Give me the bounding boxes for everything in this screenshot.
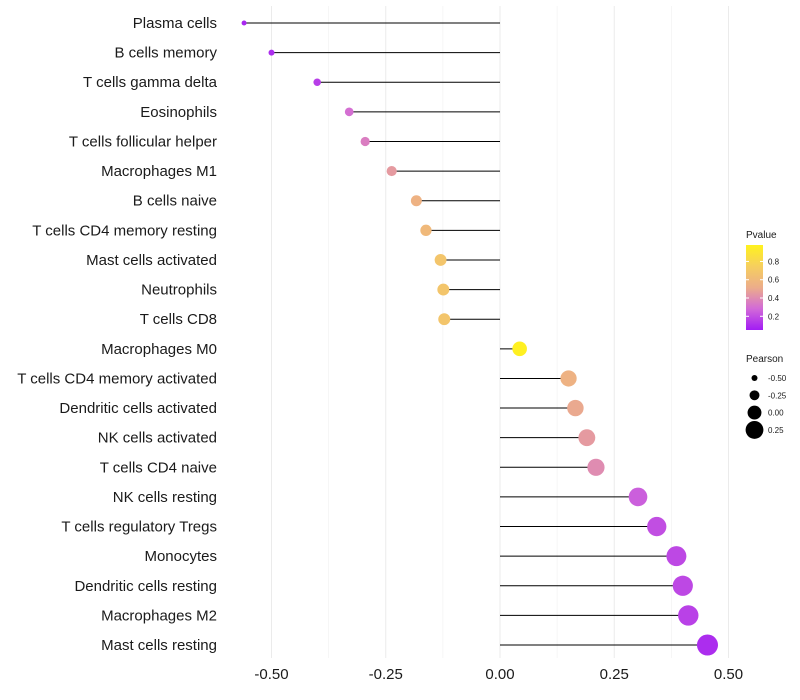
category-label: Macrophages M0 [101,341,217,358]
category-label: Dendritic cells resting [74,578,217,595]
pearson-legend-dot [745,420,764,439]
pearson-legend-label: -0.25 [768,391,787,400]
category-label: Monocytes [144,548,217,565]
category-label: Mast cells resting [101,637,217,654]
data-point [434,254,447,266]
category-label: T cells CD8 [140,311,217,328]
data-point [672,575,693,596]
data-point [268,49,275,56]
data-point [647,516,667,537]
pearson-legend-dot [749,390,760,401]
category-label: NK cells resting [113,489,217,506]
data-point [578,429,596,447]
category-label: NK cells activated [98,430,217,447]
pearson-legend-dot [751,375,758,381]
x-tick-label: 0.50 [714,666,743,683]
x-tick-label: -0.25 [369,666,403,683]
category-label: Mast cells activated [86,252,217,269]
x-tick-label: -0.50 [254,666,288,683]
data-point [512,341,527,357]
pearson-legend-label: 0.00 [768,409,784,418]
pvalue-legend-title: Pvalue [746,230,777,241]
data-point [437,283,450,296]
data-point [313,78,321,87]
category-label: Dendritic cells activated [59,400,217,417]
pvalue-colorbar [746,245,763,330]
pearson-legend-dot [747,405,762,420]
x-axis: -0.50 -0.25 0.00 0.25 0.50 [254,666,743,683]
pvalue-legend-label: 0.2 [768,312,780,321]
pvalue-legend-label: 0.8 [768,257,780,266]
data-point [410,195,422,207]
data-point [420,224,432,237]
pearson-legend: Pearson -0.50 -0.25 0.00 0.25 [745,354,787,439]
data-point [344,107,354,117]
point-layer [241,20,719,656]
pvalue-legend: Pvalue 0.8 0.6 0.4 0.2 [746,230,780,330]
category-label: Macrophages M1 [101,163,217,180]
x-tick-label: 0.00 [485,666,514,683]
data-point [628,487,648,507]
data-point [678,605,699,626]
category-label: B cells memory [114,45,217,62]
category-label: Macrophages M2 [101,607,217,624]
category-label: T cells regulatory Tregs [61,519,217,536]
category-label: Neutrophils [141,282,217,299]
category-label: B cells naive [133,193,217,210]
data-point [587,458,605,476]
data-point [386,166,397,177]
category-label: Eosinophils [140,104,217,121]
x-tick-label: 0.25 [600,666,629,683]
category-label: T cells CD4 memory resting [32,222,217,239]
pearson-legend-label: -0.50 [768,374,787,383]
stem-layer [244,22,708,646]
data-point [567,399,584,417]
grid-layer [271,6,729,658]
category-label: T cells CD4 memory activated [17,370,217,387]
category-label-layer: Plasma cells B cells memory T cells gamma … [17,15,217,654]
pearson-legend-title: Pearson [746,354,783,365]
data-point [560,370,577,387]
data-point [241,20,247,26]
category-label: Plasma cells [133,15,217,32]
category-label: T cells CD4 naive [100,459,217,476]
data-point [438,313,451,326]
pvalue-legend-label: 0.6 [768,276,780,285]
pvalue-legend-label: 0.4 [768,294,780,303]
category-label: T cells gamma delta [83,74,218,91]
data-point [360,136,370,147]
pearson-legend-label: 0.25 [768,426,784,435]
data-point [696,634,719,656]
category-label: T cells follicular helper [69,133,217,150]
data-point [666,546,687,567]
